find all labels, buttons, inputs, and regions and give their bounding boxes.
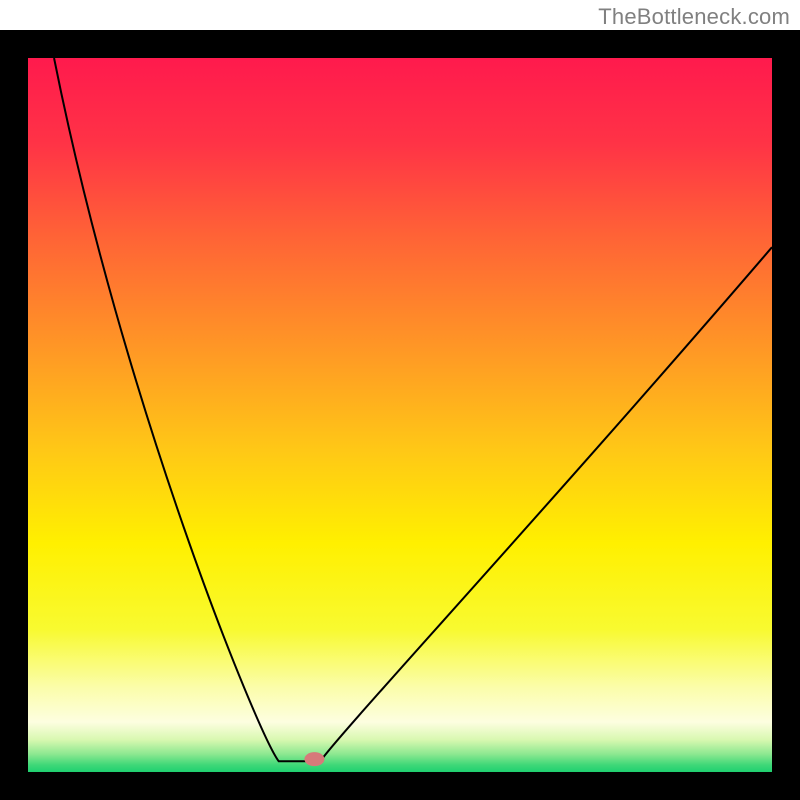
chart-stage: TheBottleneck.com [0, 0, 800, 800]
bottleneck-chart-svg [0, 0, 800, 800]
minimum-marker [304, 752, 324, 766]
chart-background-gradient [28, 58, 772, 772]
watermark-text: TheBottleneck.com [598, 4, 790, 30]
